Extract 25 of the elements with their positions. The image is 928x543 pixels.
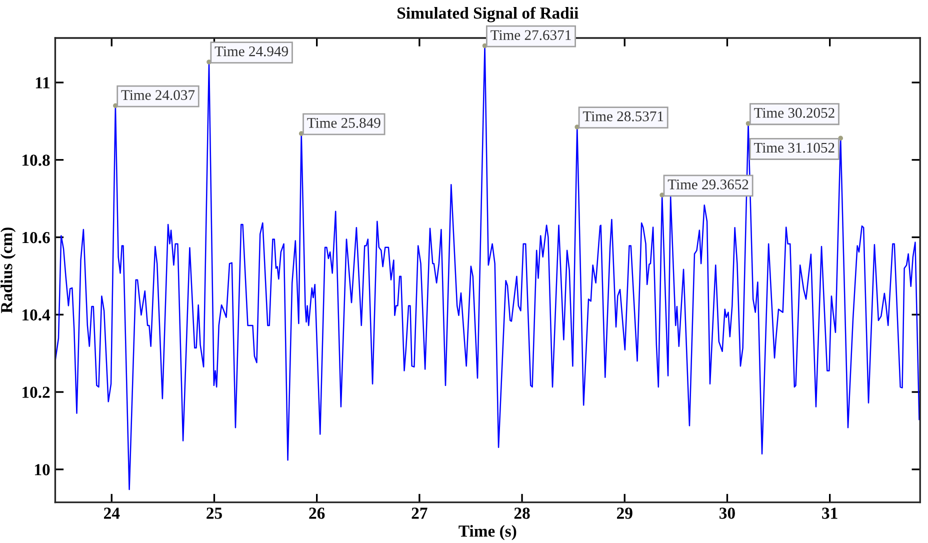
annotation: Time 30.2052: [754, 108, 834, 118]
annotation: Time 24.037: [121, 90, 195, 100]
annotation: Time 27.6371: [490, 30, 571, 40]
chart-title: Simulated Signal of Radii: [398, 6, 578, 22]
x-tick-label: 30: [720, 508, 735, 519]
y-tick-label: 11: [36, 77, 50, 88]
x-axis-title: Time (s): [458, 525, 516, 540]
annotation: Time 25.849: [307, 118, 380, 128]
x-tick-label: 24: [104, 508, 120, 519]
y-tick-label: 10.6: [22, 232, 50, 244]
x-tick-label: 27: [412, 508, 428, 519]
x-tick-label: 28: [514, 508, 530, 519]
annotation: Time 28.5371: [582, 111, 664, 122]
y-tick-label: 10.8: [22, 154, 50, 166]
annotation: Time 29.3652: [668, 180, 748, 190]
x-tick-label: 31: [822, 508, 838, 519]
y-tick-label: 10.4: [22, 309, 50, 321]
y-tick-label: 10.2: [22, 386, 50, 398]
annotation: Time 31.1052: [754, 142, 834, 153]
x-tick-label: 25: [206, 508, 222, 519]
y-tick-label: 10: [35, 464, 50, 476]
annotation: Time 24.949: [214, 46, 288, 56]
y-axis-title: Radius (cm): [0, 228, 16, 314]
x-tick-label: 26: [309, 508, 325, 519]
x-tick-label: 29: [617, 508, 632, 519]
